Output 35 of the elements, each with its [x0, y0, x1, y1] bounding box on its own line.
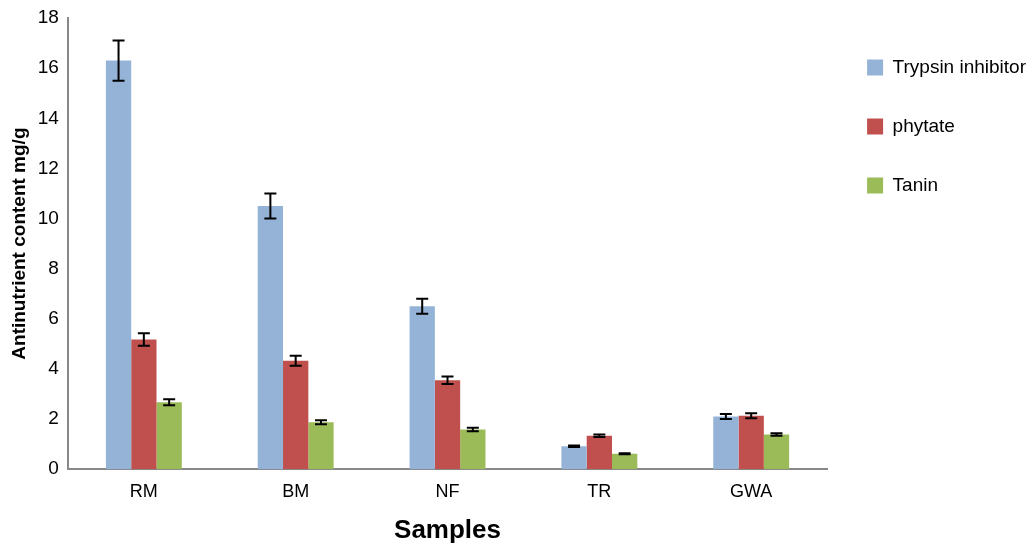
bar — [763, 434, 790, 470]
bar — [156, 402, 182, 470]
bar — [738, 415, 764, 470]
bar — [713, 416, 739, 470]
y-tick-label: 16 — [37, 56, 59, 78]
bar — [612, 453, 638, 470]
y-tick-label: 4 — [48, 357, 60, 379]
bar — [257, 206, 284, 470]
y-tick-label: 0 — [48, 457, 59, 479]
y-tick-label: 18 — [37, 6, 59, 28]
x-tick-label: NF — [435, 480, 460, 501]
bar — [105, 60, 132, 470]
y-tick-label: 12 — [37, 156, 59, 178]
bar — [308, 422, 334, 470]
y-axis-title: Antinutrient content mg/g — [7, 127, 29, 360]
bar — [434, 380, 461, 470]
bar — [586, 435, 612, 470]
bar — [283, 360, 309, 470]
x-axis-title: Samples — [394, 513, 501, 544]
bar — [561, 446, 587, 470]
y-tick-label: 6 — [48, 307, 59, 329]
bar — [131, 339, 157, 470]
legend-label: Tanin — [892, 173, 939, 195]
y-tick-label: 8 — [48, 256, 59, 278]
y-tick-label: 14 — [37, 106, 60, 128]
x-tick-label: BM — [282, 480, 310, 501]
legend-label: Trypsin inhibitor — [892, 55, 1027, 77]
x-tick-label: RM — [129, 480, 158, 501]
x-tick-label: TR — [587, 480, 612, 501]
bar — [460, 429, 486, 470]
legend-label: phytate — [892, 114, 955, 136]
y-tick-label: 10 — [37, 206, 59, 228]
x-tick-label: GWA — [730, 480, 773, 501]
bar — [409, 306, 435, 470]
y-tick-label: 2 — [48, 407, 59, 429]
